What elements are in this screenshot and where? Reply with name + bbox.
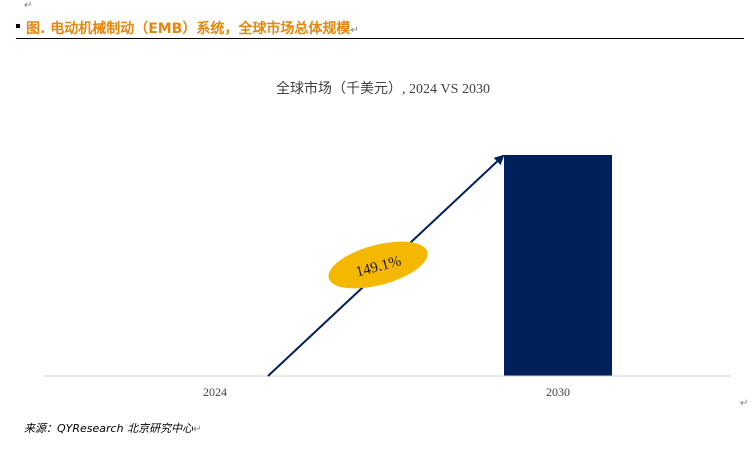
paragraph-mark-caption: ↵: [350, 25, 359, 36]
x-tick-labels: 2024 2030: [203, 385, 570, 399]
chart-title: 全球市场（千美元）, 2024 VS 2030: [276, 80, 490, 97]
source-text: 来源：QYResearch 北京研究中心: [24, 422, 194, 435]
x-tick-label-2030: 2030: [546, 385, 570, 399]
bar-2030: [504, 155, 612, 376]
figure-caption-label: 图. 电动机械制动（EMB）系统，全球市场总体规模: [26, 21, 351, 37]
source-note: 来源：QYResearch 北京研究中心↵: [24, 420, 201, 436]
bar-group: [504, 155, 612, 376]
paragraph-mark-right: ↵: [740, 398, 749, 409]
paragraph-mark-top: ↵: [24, 0, 33, 11]
paragraph-mark-source: ↵: [193, 424, 202, 435]
growth-annotation-ellipse: [328, 241, 428, 289]
figure-caption-text: 图. 电动机械制动（EMB）系统，全球市场总体规模↵: [26, 18, 359, 38]
caption-bullet: [16, 24, 20, 28]
x-tick-label-2024: 2024: [203, 385, 227, 399]
growth-annotation: 149.1%: [328, 241, 428, 289]
figure-caption: 图. 电动机械制动（EMB）系统，全球市场总体规模↵: [16, 18, 744, 39]
